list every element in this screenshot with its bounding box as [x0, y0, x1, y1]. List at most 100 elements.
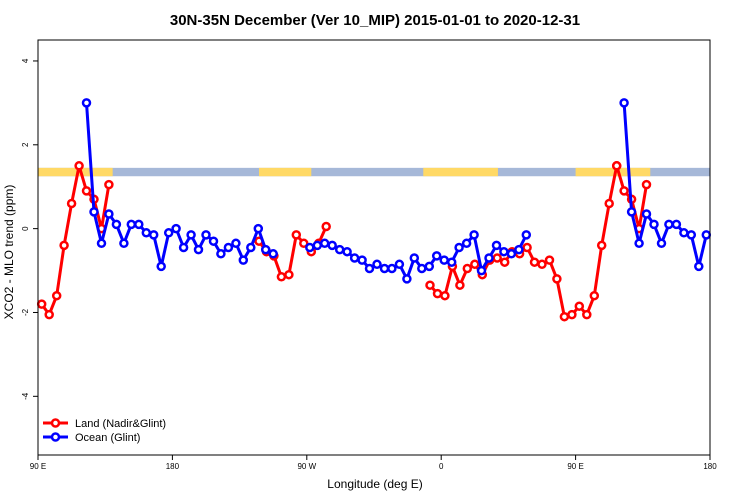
land-point: [51, 290, 62, 301]
ocean-point: [305, 242, 315, 253]
ocean-point: [201, 230, 211, 240]
ocean-point: [431, 251, 442, 261]
x-tick-label: 0: [439, 462, 444, 471]
land-point: [66, 198, 77, 209]
ocean-point: [701, 230, 712, 240]
ocean-point: [156, 261, 166, 272]
ocean-point: [506, 249, 517, 259]
legend-land-marker: [50, 418, 61, 428]
land-point: [104, 179, 114, 190]
land-point: [537, 259, 547, 270]
ocean-point: [387, 263, 397, 274]
ocean-point: [679, 228, 689, 238]
land-point: [492, 253, 502, 263]
y-axis-label: XCO2 - MLO trend (ppm): [2, 185, 16, 320]
ocean-point: [634, 238, 644, 249]
land-series: [36, 161, 652, 322]
ocean-point: [379, 263, 390, 274]
ocean-point: [364, 263, 375, 274]
land-band-segment: [259, 167, 312, 177]
land-point: [529, 257, 540, 267]
ocean-point: [111, 219, 122, 230]
ocean-point: [409, 253, 420, 263]
land-point: [291, 230, 302, 240]
ocean-point: [521, 230, 532, 240]
ocean-series-line: [622, 102, 708, 268]
ocean-point: [216, 249, 226, 259]
ocean-point: [231, 238, 241, 249]
land-point: [641, 179, 652, 190]
y-tick-label: -2: [21, 308, 30, 316]
ocean-series: [81, 98, 712, 284]
x-tick-label: 90 E: [30, 462, 46, 471]
ocean-point: [148, 230, 159, 240]
ocean-point: [327, 240, 337, 251]
land-point: [321, 221, 331, 232]
legend-ocean-marker: [50, 432, 61, 442]
ocean-point: [424, 261, 435, 272]
land-point: [81, 186, 92, 196]
ocean-point: [461, 238, 472, 249]
ocean-point: [394, 259, 405, 270]
land-point: [559, 311, 570, 322]
land-band-segment: [38, 167, 113, 177]
ocean-point: [119, 238, 129, 249]
ocean-point: [342, 246, 352, 257]
land-point: [284, 269, 294, 280]
land-point: [440, 290, 450, 301]
land-point: [589, 290, 600, 301]
x-tick-label: 90 W: [297, 462, 316, 471]
ocean-point: [491, 240, 502, 251]
ocean-point: [454, 242, 464, 253]
land-point: [462, 263, 473, 274]
ocean-point: [246, 242, 256, 253]
ocean-point: [664, 219, 674, 230]
series-layer: [36, 98, 712, 322]
ocean-point: [268, 249, 278, 259]
legend: Land (Nadir&Glint) Ocean (Glint): [43, 418, 166, 444]
ocean-point: [134, 219, 144, 230]
ocean-point: [641, 209, 652, 219]
y-tick-label: 4: [21, 58, 30, 63]
ocean-point: [334, 244, 345, 255]
land-point: [552, 274, 562, 284]
land-point: [544, 255, 555, 265]
land-point: [522, 242, 532, 253]
x-axis-label: Longitude (deg E): [327, 477, 422, 491]
land-point: [299, 238, 309, 249]
plot-frame: [37, 39, 711, 456]
x-tick-label: 180: [166, 462, 180, 471]
land-point: [596, 240, 607, 251]
ocean-point: [439, 255, 449, 265]
ocean-point: [141, 228, 152, 238]
ocean-point: [186, 230, 196, 240]
land-band-segment: [423, 167, 498, 177]
chart-title: 30N-35N December (Ver 10_MIP) 2015-01-01…: [170, 12, 580, 29]
ocean-point: [476, 265, 487, 276]
ocean-point: [253, 223, 264, 234]
ocean-point: [499, 246, 509, 257]
y-tick-label: -4: [21, 392, 30, 400]
ocean-point: [484, 253, 494, 263]
ocean-point: [626, 207, 637, 217]
ocean-point: [357, 255, 367, 265]
ocean-point: [686, 230, 697, 240]
ocean-point: [694, 261, 704, 272]
land-point: [604, 198, 614, 209]
ocean-point: [96, 238, 107, 249]
land-point: [611, 161, 622, 171]
legend-ocean-label: Ocean (Glint): [75, 432, 140, 444]
ocean-point: [238, 255, 249, 265]
land-point: [455, 280, 465, 290]
ocean-point: [178, 242, 189, 253]
ocean-point: [372, 259, 382, 270]
land-point: [619, 186, 629, 196]
ocean-point: [619, 98, 629, 108]
ocean-point: [193, 244, 204, 255]
ocean-point: [417, 263, 427, 274]
land-mask-band: [38, 167, 710, 177]
land-point: [499, 257, 510, 267]
x-tick-label: 90 E: [567, 462, 583, 471]
land-point: [276, 272, 287, 282]
